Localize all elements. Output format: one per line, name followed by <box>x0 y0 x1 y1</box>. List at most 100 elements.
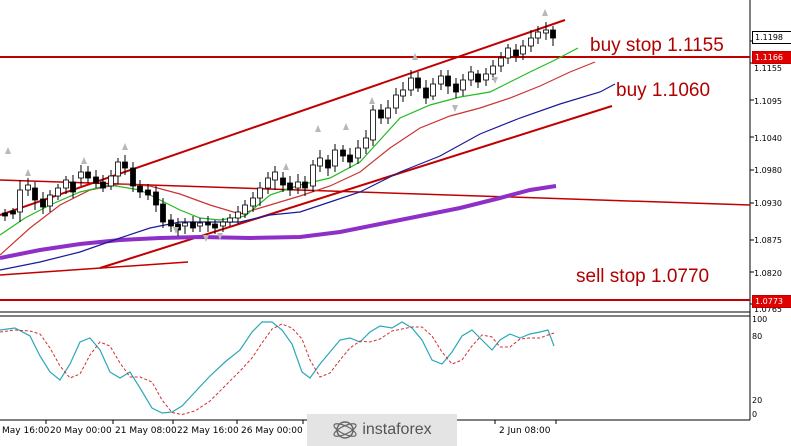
ma-mid-line <box>0 61 596 256</box>
candle-body <box>490 65 496 75</box>
candle-body <box>325 159 331 169</box>
candle-body <box>122 161 128 169</box>
fractal-down-icon <box>203 235 209 242</box>
candle-body <box>378 109 384 119</box>
price-tick: 1.0875 <box>754 236 782 245</box>
candle-body <box>78 171 84 179</box>
buy-annotation: buy 1.1060 <box>616 80 711 101</box>
fractal-up-icon <box>542 9 548 16</box>
short-support-line <box>0 261 189 276</box>
candle-body <box>235 211 241 219</box>
candle-body <box>535 31 541 39</box>
time-label: May 16:00 <box>2 426 50 436</box>
stoch-main-line <box>0 321 555 414</box>
ma-slow-line <box>0 83 616 271</box>
fractal-markers <box>5 9 548 242</box>
candle-body <box>10 210 16 215</box>
candle-body <box>475 73 481 83</box>
watermark-text: instaforex <box>362 421 432 438</box>
candle-body <box>212 223 218 229</box>
fractal-down-icon <box>217 233 223 240</box>
candle-body <box>370 109 376 141</box>
osc-level-80: 80 <box>752 332 763 341</box>
candle-body <box>438 75 444 85</box>
osc-level-100: 100 <box>752 315 768 324</box>
candle-body <box>415 77 421 89</box>
candle-body <box>108 175 114 187</box>
candle-body <box>17 189 23 213</box>
candle-body <box>520 45 526 55</box>
candle-body <box>32 187 38 201</box>
candle-body <box>100 181 106 189</box>
candle-body <box>287 182 293 191</box>
candle-body <box>145 189 151 196</box>
osc-level-20: 20 <box>752 396 763 405</box>
price-tick: 1.0765 <box>754 305 782 314</box>
price-tick: 1.1095 <box>754 97 782 106</box>
candle-body <box>302 181 308 189</box>
candle-body <box>190 221 196 229</box>
fractal-down-icon <box>452 105 458 112</box>
candle-body <box>363 137 369 149</box>
fractal-up-icon <box>81 157 87 164</box>
candle-body <box>340 149 346 157</box>
candle-body <box>130 167 136 187</box>
candle-body <box>453 83 459 93</box>
bottom-level-label: 1.0773 <box>752 295 791 308</box>
candle-body <box>168 219 174 227</box>
buy-stop-annotation: buy stop 1.1155 <box>590 35 724 56</box>
candle-body <box>400 89 406 97</box>
candle-body <box>513 49 519 57</box>
candle-body <box>445 75 451 87</box>
candle-body <box>543 29 549 34</box>
candle-body <box>408 77 414 91</box>
candle-body <box>528 37 534 47</box>
candle-body <box>40 198 46 208</box>
candle-body <box>423 87 429 99</box>
candlesticks <box>2 22 556 236</box>
candle-body <box>63 179 69 189</box>
candle-body <box>2 212 8 217</box>
candle-body <box>160 203 166 223</box>
current-price-label: 1.1198 <box>752 31 791 44</box>
ma-long-line <box>0 184 557 260</box>
candle-body <box>310 164 316 187</box>
candle-body <box>355 147 361 159</box>
fractal-up-icon <box>369 97 375 104</box>
fractal-up-icon <box>315 125 321 132</box>
time-label: 20 May 00:00 <box>50 426 112 436</box>
fractal-up-icon <box>283 163 289 170</box>
candle-body <box>70 181 76 193</box>
stoch-signal-line <box>0 323 555 416</box>
candle-body <box>55 187 61 197</box>
fractal-up-icon <box>25 169 31 176</box>
fractal-up-icon <box>412 53 418 60</box>
indicator-lines <box>0 19 751 301</box>
fractal-down-icon <box>492 77 498 84</box>
price-tick: 1.0820 <box>754 269 782 278</box>
candle-body <box>227 217 233 223</box>
price-tick: 1.0930 <box>754 199 782 208</box>
candle-body <box>317 157 323 167</box>
candle-body <box>468 71 474 81</box>
time-label: 22 May 16:00 <box>177 426 239 436</box>
candle-body <box>385 107 391 119</box>
candle-body <box>295 181 301 189</box>
candle-body <box>85 171 91 179</box>
candle-body <box>25 184 31 191</box>
candle-body <box>550 29 556 39</box>
marked-level-label: 1.1166 <box>752 51 791 64</box>
candle-body <box>153 191 159 206</box>
candle-body <box>272 171 278 181</box>
stochastic-oscillator <box>0 321 555 416</box>
candle-body <box>115 161 121 177</box>
instaforex-logo-icon <box>333 421 357 439</box>
axis-ticks <box>45 40 754 424</box>
candle-body <box>498 57 504 67</box>
lower-channel-line <box>99 105 613 269</box>
candle-body <box>47 194 53 207</box>
fractal-up-icon <box>343 123 349 130</box>
time-label: 26 May 00:00 <box>241 426 303 436</box>
